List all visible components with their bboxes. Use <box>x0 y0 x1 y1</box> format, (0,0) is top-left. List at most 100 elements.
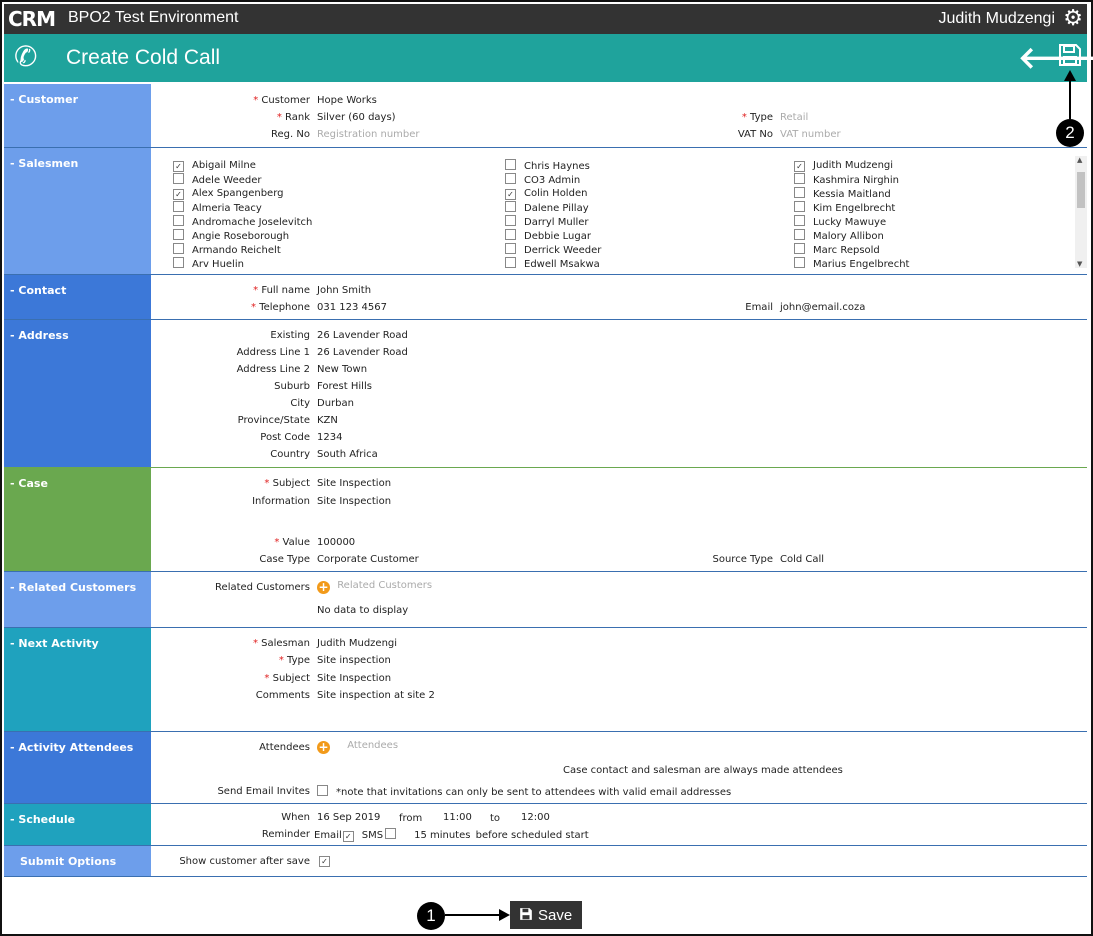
contact-section-header[interactable]: - Contact <box>4 275 151 319</box>
salesman-checkbox[interactable] <box>505 257 516 268</box>
salesman-item[interactable]: Chris Haynes <box>505 159 601 173</box>
save-icon[interactable] <box>1058 43 1082 67</box>
salesman-item[interactable]: Darryl Muller <box>505 215 601 229</box>
salesman-checkbox[interactable] <box>173 243 184 254</box>
rank-field[interactable]: Silver (60 days) <box>317 112 396 123</box>
salesman-item[interactable]: Derrick Weeder <box>505 243 601 257</box>
salesman-item[interactable]: Armando Reichelt <box>173 243 312 257</box>
related-section-header[interactable]: - Related Customers <box>4 572 151 627</box>
salesman-checkbox[interactable] <box>173 201 184 212</box>
salesman-item[interactable]: CO3 Admin <box>505 173 601 187</box>
salesman-checkbox[interactable]: ✓ <box>794 161 805 172</box>
regno-input[interactable]: Registration number <box>317 129 420 140</box>
related-add-control[interactable]: + Related Customers <box>317 580 432 594</box>
save-button[interactable]: Save <box>510 901 582 929</box>
salesman-item[interactable]: ✓ Abigail Milne <box>173 159 312 173</box>
salesman-item[interactable]: Kashmira Nirghin <box>794 173 909 187</box>
email-field[interactable]: john@email.coza <box>780 302 866 313</box>
date-field[interactable]: 16 Sep 2019 <box>317 812 381 823</box>
salesman-checkbox[interactable] <box>505 215 516 226</box>
show-customer-checkbox[interactable]: ✓ <box>319 856 330 867</box>
type-select[interactable]: Retail <box>780 112 809 123</box>
salesman-item[interactable]: Marius Engelbrecht <box>794 257 909 271</box>
salesman-item[interactable]: Lucky Mawuye <box>794 215 909 229</box>
salesmen-section-header[interactable]: - Salesmen <box>4 148 151 274</box>
salesman-checkbox[interactable]: ✓ <box>173 161 184 172</box>
case-section-header[interactable]: - Case <box>4 468 151 571</box>
telephone-field[interactable]: 031 123 4567 <box>317 302 387 313</box>
add-icon[interactable]: + <box>317 580 330 594</box>
salesman-checkbox[interactable] <box>505 173 516 184</box>
schedule-section-header[interactable]: - Schedule <box>4 804 151 845</box>
comments-field[interactable]: Site inspection at site 2 <box>317 690 435 701</box>
fullname-field[interactable]: John Smith <box>317 285 372 296</box>
salesman-item[interactable]: ✓ Alex Spangenberg <box>173 187 312 201</box>
next-activity-section-header[interactable]: - Next Activity <box>4 628 151 731</box>
salesman-checkbox[interactable] <box>173 229 184 240</box>
address-field[interactable]: KZN <box>317 415 338 426</box>
send-invites-checkbox[interactable] <box>317 785 328 796</box>
salesman-item[interactable]: Angie Roseborough <box>173 229 312 243</box>
salesman-checkbox[interactable] <box>505 229 516 240</box>
salesman-checkbox[interactable] <box>173 257 184 268</box>
address-field[interactable]: 1234 <box>317 432 343 443</box>
attendees-add-control[interactable]: + Attendees <box>317 740 398 754</box>
address-field[interactable]: New Town <box>317 364 368 375</box>
vat-input[interactable]: VAT number <box>780 129 841 140</box>
salesman-item[interactable]: Debbie Lugar <box>505 229 601 243</box>
salesman-checkbox[interactable] <box>505 159 516 170</box>
salesmen-scrollbar[interactable]: ▲ ▼ <box>1075 156 1087 268</box>
activity-subject-field[interactable]: Site Inspection <box>317 673 392 684</box>
address-field[interactable]: South Africa <box>317 449 378 460</box>
salesman-item[interactable]: Andromache Joselevitch <box>173 215 312 229</box>
salesman-item[interactable]: Marc Repsold <box>794 243 909 257</box>
salesman-item[interactable]: Kessia Maitland <box>794 187 909 201</box>
salesman-checkbox[interactable] <box>505 201 516 212</box>
reminder-sms-checkbox[interactable] <box>385 828 397 839</box>
salesman-checkbox[interactable] <box>794 215 805 226</box>
salesman-checkbox[interactable] <box>794 257 805 268</box>
gear-icon[interactable]: ⚙ <box>1063 6 1083 31</box>
salesman-item[interactable]: Kim Engelbrecht <box>794 201 909 215</box>
salesman-checkbox[interactable] <box>794 201 805 212</box>
salesman-checkbox[interactable] <box>794 229 805 240</box>
salesman-checkbox[interactable] <box>794 187 805 198</box>
attendees-section-header[interactable]: - Activity Attendees <box>4 732 151 803</box>
customer-section-header[interactable]: - Customer <box>4 84 151 147</box>
activity-type-select[interactable]: Site inspection <box>317 655 391 666</box>
salesman-checkbox[interactable]: ✓ <box>173 189 184 200</box>
salesman-item[interactable]: Arv Huelin <box>173 257 312 271</box>
to-time-field[interactable]: 12:00 <box>521 812 550 823</box>
salesman-item[interactable]: Malory Allibon <box>794 229 909 243</box>
add-icon[interactable]: + <box>317 740 330 754</box>
reminder-minutes-select[interactable]: 15 minutes <box>414 830 471 841</box>
salesman-checkbox[interactable]: ✓ <box>505 189 516 200</box>
salesman-item[interactable]: ✓ Judith Mudzengi <box>794 159 909 173</box>
address-section-header[interactable]: - Address <box>4 320 151 467</box>
user-name[interactable]: Judith Mudzengi <box>938 10 1055 27</box>
value-field[interactable]: 100000 <box>317 537 356 548</box>
salesman-item[interactable]: Adele Weeder <box>173 173 312 187</box>
reminder-email-checkbox[interactable]: ✓ <box>342 831 354 842</box>
salesman-item[interactable]: Dalene Pillay <box>505 201 601 215</box>
salesman-select[interactable]: Judith Mudzengi <box>317 638 398 649</box>
salesman-checkbox[interactable] <box>173 173 184 184</box>
address-field[interactable]: 26 Lavender Road <box>317 330 408 341</box>
address-field[interactable]: Durban <box>317 398 354 409</box>
address-field[interactable]: 26 Lavender Road <box>317 347 408 358</box>
salesman-checkbox[interactable] <box>505 243 516 254</box>
salesman-checkbox[interactable] <box>794 243 805 254</box>
salesman-checkbox[interactable] <box>794 173 805 184</box>
address-field[interactable]: Forest Hills <box>317 381 372 392</box>
case-subject-field[interactable]: Site Inspection <box>317 478 392 489</box>
salesman-checkbox[interactable] <box>173 215 184 226</box>
salesman-item[interactable]: ✓ Colin Holden <box>505 187 601 201</box>
case-type-select[interactable]: Corporate Customer <box>317 554 419 565</box>
salesman-item[interactable]: Almeria Teacy <box>173 201 312 215</box>
information-field[interactable]: Site Inspection <box>317 496 392 507</box>
salesman-item[interactable]: Edwell Msakwa <box>505 257 601 271</box>
from-time-field[interactable]: 11:00 <box>443 812 472 823</box>
customer-field[interactable]: Hope Works <box>317 95 377 106</box>
source-type-select[interactable]: Cold Call <box>780 554 825 565</box>
attendees-input[interactable]: Attendees <box>347 740 399 751</box>
